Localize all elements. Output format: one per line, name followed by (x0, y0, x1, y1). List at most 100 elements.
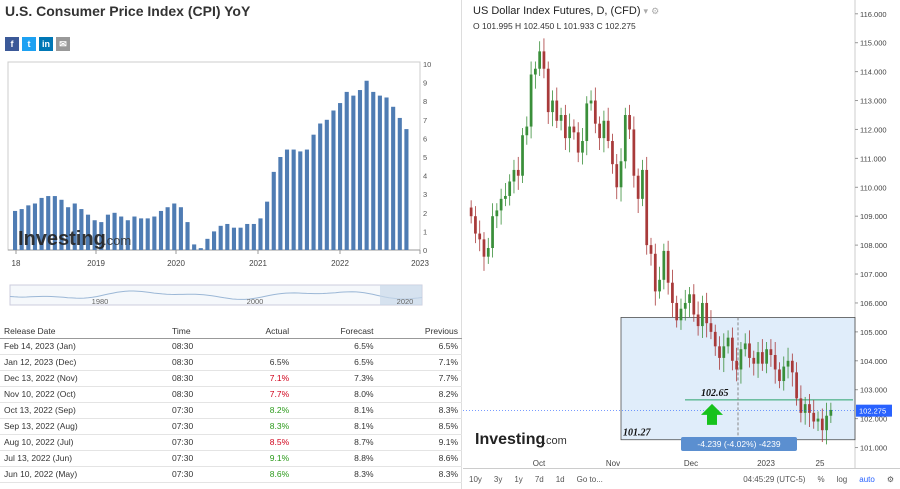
candle-body (790, 360, 794, 373)
cpi-bar (145, 218, 150, 250)
table-row: Jan 12, 2023 (Dec) 08:30 6.5% 6.5% 7.1% (0, 354, 462, 371)
cell-forecast: 7.3% (293, 370, 378, 387)
goto-button[interactable]: Go to... (576, 474, 603, 484)
range-3y[interactable]: 3y (493, 474, 503, 484)
col-release-date[interactable]: Release Date (0, 324, 168, 339)
log-toggle[interactable]: log (836, 474, 848, 484)
candle-body (782, 366, 786, 382)
auto-toggle[interactable]: auto (859, 474, 875, 484)
candle-body (825, 415, 828, 431)
range-10y[interactable]: 10y (469, 474, 482, 484)
cpi-bar (338, 103, 343, 250)
col-previous[interactable]: Previous (377, 324, 462, 339)
cell-previous: 8.5% (377, 418, 462, 435)
cpi-bar (79, 209, 84, 250)
candle-body (486, 248, 490, 257)
chevron-down-icon[interactable]: ▾ (643, 6, 649, 16)
y-tick-label: 112.000 (860, 125, 887, 134)
candle-body (713, 331, 717, 347)
cell-date: Jun 10, 2022 (May) (0, 466, 168, 483)
range-1y[interactable]: 1y (514, 474, 523, 484)
cpi-navigator[interactable]: 1980 2000 2020 (0, 282, 462, 308)
dxy-panel: 101.000 102.000 103.000 104.000 105.000 106.0… (463, 0, 900, 489)
col-actual[interactable]: Actual (228, 324, 294, 339)
candle-body (718, 346, 721, 358)
y-tick-label: 116.000 (860, 10, 887, 19)
cell-forecast: 8.3% (293, 466, 378, 483)
candle-body (760, 352, 764, 364)
cpi-bar (178, 207, 183, 250)
y-tick-label: 3 (423, 190, 427, 199)
email-icon[interactable]: ✉ (56, 37, 70, 51)
candle-body (653, 253, 657, 292)
cell-forecast: 6.5% (293, 354, 378, 371)
cpi-bar (205, 238, 210, 250)
facebook-icon[interactable]: f (5, 37, 19, 51)
measure-label: -4.239 (-4.02%) -4239 (697, 439, 780, 449)
candle-body (623, 114, 627, 162)
candle-body (516, 169, 520, 176)
candle-body (542, 51, 546, 69)
x-tick-label: Dec (684, 459, 698, 468)
candle-body (701, 302, 704, 327)
candle-body (478, 233, 482, 240)
candle-body (739, 349, 743, 370)
candle-body (658, 279, 661, 292)
cpi-bar (278, 157, 283, 250)
y-tick-label: 2 (423, 209, 427, 218)
candle-body (606, 120, 610, 142)
y-tick-label: 103.000 (860, 386, 887, 395)
cell-time: 08:30 (167, 354, 229, 371)
cpi-bar (225, 223, 230, 250)
cell-date: Sep 13, 2022 (Aug) (0, 418, 168, 435)
x-tick-label: 25 (816, 459, 825, 468)
cpi-bar (99, 222, 104, 250)
cell-time: 08:30 (167, 386, 229, 403)
dxy-candlestick-chart[interactable]: 101.000 102.000 103.000 104.000 105.000 106.0… (463, 0, 900, 468)
col-time[interactable]: Time (167, 324, 229, 339)
y-tick-label: 108.000 (860, 241, 887, 250)
cell-previous: 8.3% (377, 402, 462, 419)
x-tick-label: 2021 (249, 259, 267, 268)
cpi-bar (19, 209, 24, 250)
cell-actual: 7.7% (228, 386, 294, 403)
candle-body (546, 68, 550, 113)
candle-body (808, 404, 811, 413)
level-label-high: 102.65 (701, 388, 729, 399)
range-7d[interactable]: 7d (534, 474, 544, 484)
candle-body (709, 323, 713, 332)
candle-body (795, 372, 798, 399)
cpi-bar (105, 214, 110, 250)
x-tick-label: 2023 (757, 459, 775, 468)
settings-icon[interactable]: ⚙ (651, 6, 660, 16)
cell-previous: 8.6% (377, 450, 462, 467)
cpi-bar (304, 149, 309, 250)
cpi-bar (46, 196, 51, 250)
table-row: Nov 10, 2022 (Oct) 08:30 7.7% 8.0% 8.2% (0, 386, 462, 403)
cpi-bar (377, 95, 382, 250)
candle-body (641, 169, 644, 199)
linkedin-icon[interactable]: in (39, 37, 53, 51)
cell-previous: 7.1% (377, 354, 462, 371)
twitter-icon[interactable]: t (22, 37, 36, 51)
y-tick-label: 4 (423, 172, 427, 181)
cell-date: Nov 10, 2022 (Oct) (0, 386, 168, 403)
cpi-bar (119, 216, 124, 250)
candle-body (615, 164, 619, 188)
candle-body (495, 210, 499, 217)
candle-body (829, 409, 833, 416)
cpi-bar (384, 97, 389, 250)
cpi-bar (59, 199, 64, 250)
range-1d[interactable]: 1d (555, 474, 565, 484)
candle-body (563, 114, 567, 139)
cpi-panel: U.S. Consumer Price Index (CPI) YoY f t … (0, 0, 462, 489)
percent-toggle[interactable]: % (817, 474, 825, 484)
cell-time: 07:30 (167, 402, 229, 419)
candle-body (743, 343, 747, 350)
col-forecast[interactable]: Forecast (293, 324, 378, 339)
cpi-bar (125, 220, 130, 250)
cpi-bar (291, 149, 296, 250)
cpi-bar (284, 149, 290, 250)
gear-icon[interactable]: ⚙ (886, 474, 894, 484)
candle-body (786, 360, 790, 367)
